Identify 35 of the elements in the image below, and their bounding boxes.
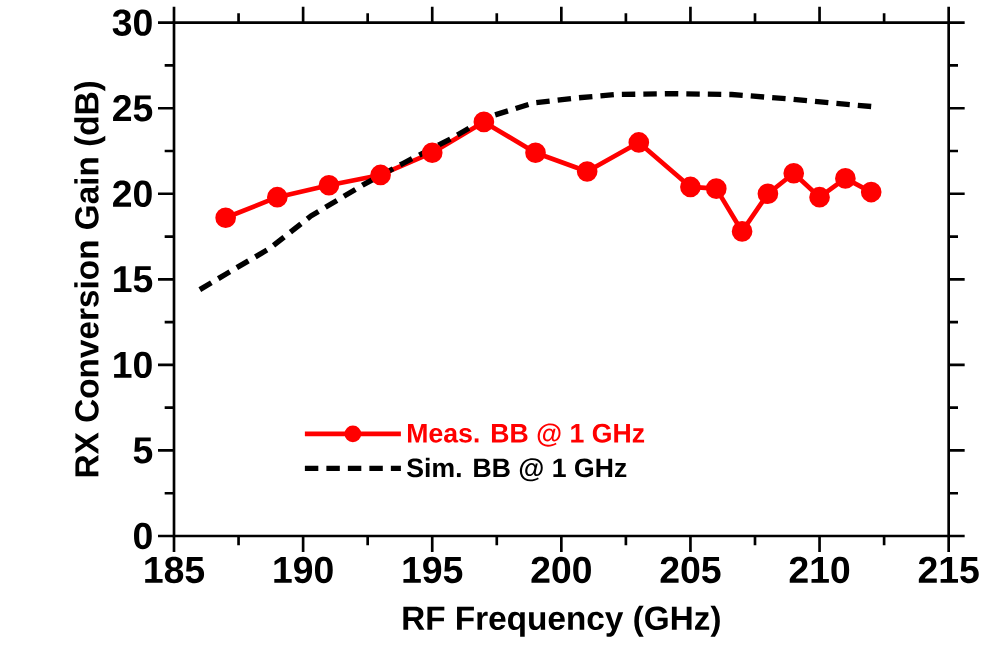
- legend-label: Sim. BB @ 1 GHz: [406, 457, 627, 482]
- point: [860, 181, 882, 203]
- x-tick-label: 185: [145, 556, 205, 584]
- x-tick-label: 190: [274, 556, 333, 584]
- point: [576, 161, 598, 182]
- y-tick-label: 30: [112, 9, 152, 36]
- point: [473, 111, 495, 133]
- x-axis-title: RF Frequency (GHz): [403, 605, 720, 637]
- y-tick-label: 0: [134, 522, 152, 550]
- point: [731, 221, 753, 242]
- x-tick-label: 205: [660, 556, 721, 584]
- point: [318, 174, 340, 196]
- y-tick-label: 15: [114, 266, 153, 293]
- point: [266, 186, 288, 208]
- legend-label: Meas. BB @ 1 GHz: [408, 423, 645, 447]
- y-tick-label: 5: [133, 437, 153, 464]
- y-tick-label: 10: [114, 351, 152, 379]
- point: [680, 176, 701, 198]
- point: [835, 168, 856, 189]
- point: [370, 164, 391, 186]
- x-tick-label: 200: [531, 556, 591, 584]
- x-tick-label: 215: [918, 556, 979, 584]
- y-tick-label: 20: [113, 180, 152, 207]
- x-tick-label: 210: [789, 556, 850, 584]
- point: [421, 142, 443, 164]
- point: [628, 132, 650, 153]
- point: [757, 183, 779, 205]
- y-tick-label: 25: [113, 95, 153, 122]
- x-tick-label: 195: [403, 556, 463, 584]
- point: [783, 162, 805, 184]
- point: [215, 207, 236, 229]
- point: [705, 178, 727, 199]
- y-axis-title: RX Conversion Gain (dB): [74, 81, 106, 477]
- point: [525, 142, 546, 164]
- point: [809, 186, 830, 208]
